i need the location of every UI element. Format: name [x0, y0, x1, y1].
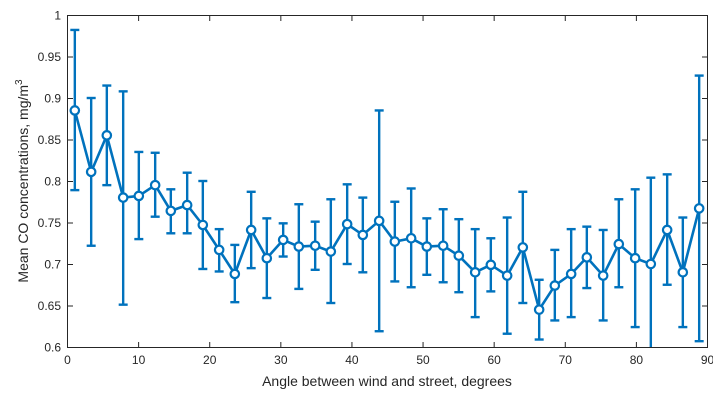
data-point [261, 252, 273, 264]
x-axis: 0 10 20 30 40 50 60 70 80 90 [64, 15, 713, 367]
data-point [597, 270, 609, 281]
series-line [73, 110, 701, 311]
x-tick-label: 70 [559, 353, 573, 367]
data-point [469, 266, 481, 278]
data-point [661, 224, 673, 236]
y-axis-label-text: Mean CO concentrations, mg/m [15, 85, 31, 283]
data-point [197, 219, 209, 231]
data-point [437, 240, 449, 252]
data-point [517, 242, 529, 253]
y-tick-label: 0.65 [38, 299, 62, 313]
y-axis-label-superscript: 3 [14, 79, 25, 85]
data-layer [69, 28, 705, 348]
y-axis: 0.6 0.65 0.7 0.75 0.8 0.85 0.9 0.95 1 [38, 9, 708, 355]
data-point [293, 241, 305, 252]
y-tick-label: 0.95 [38, 50, 62, 64]
data-point [533, 304, 545, 315]
data-point [421, 241, 433, 252]
data-point [341, 218, 353, 230]
x-tick-label: 90 [701, 353, 713, 367]
plot-background [67, 15, 707, 348]
data-point [549, 280, 561, 291]
data-point [213, 244, 225, 256]
y-tick-label: 1 [54, 9, 61, 23]
x-tick-label: 20 [203, 353, 217, 367]
data-point [645, 258, 657, 270]
data-point [389, 236, 401, 247]
y-tick-label: 0.6 [44, 341, 61, 355]
data-point [325, 246, 337, 257]
data-point [85, 166, 97, 178]
data-point [485, 259, 497, 271]
x-tick-label: 0 [64, 353, 71, 367]
data-point [629, 252, 641, 264]
data-point [565, 268, 577, 280]
y-tick-label: 0.75 [38, 216, 62, 230]
data-point [149, 179, 161, 191]
y-tick-label: 0.85 [38, 133, 62, 147]
x-axis-label: Angle between wind and street, degrees [262, 373, 512, 389]
x-tick-label: 40 [345, 353, 359, 367]
plot-area [67, 15, 707, 348]
data-point [693, 203, 705, 214]
data-point [405, 232, 417, 244]
data-point [181, 199, 193, 211]
data-point [133, 190, 145, 202]
y-axis-label: Mean CO concentrations, mg/m3 [14, 79, 31, 283]
data-point [677, 266, 689, 278]
data-point [165, 205, 177, 217]
data-point [69, 105, 81, 116]
data-point [453, 250, 465, 261]
data-point [101, 130, 113, 141]
data-point [277, 234, 289, 246]
data-point [117, 192, 129, 203]
x-tick-label: 80 [630, 353, 644, 367]
y-tick-label: 0.7 [44, 258, 61, 272]
data-point [357, 229, 369, 241]
y-tick-label: 0.8 [44, 175, 61, 189]
data-point [581, 252, 593, 263]
data-point [613, 238, 625, 250]
data-point [229, 268, 241, 280]
data-point [245, 224, 257, 236]
data-point [373, 215, 385, 227]
data-point [501, 270, 513, 281]
data-point [309, 240, 321, 252]
x-tick-label: 60 [487, 353, 501, 367]
y-tick-label: 0.9 [44, 92, 61, 106]
x-tick-label: 10 [132, 353, 146, 367]
x-tick-label: 30 [274, 353, 288, 367]
x-tick-label: 50 [416, 353, 430, 367]
